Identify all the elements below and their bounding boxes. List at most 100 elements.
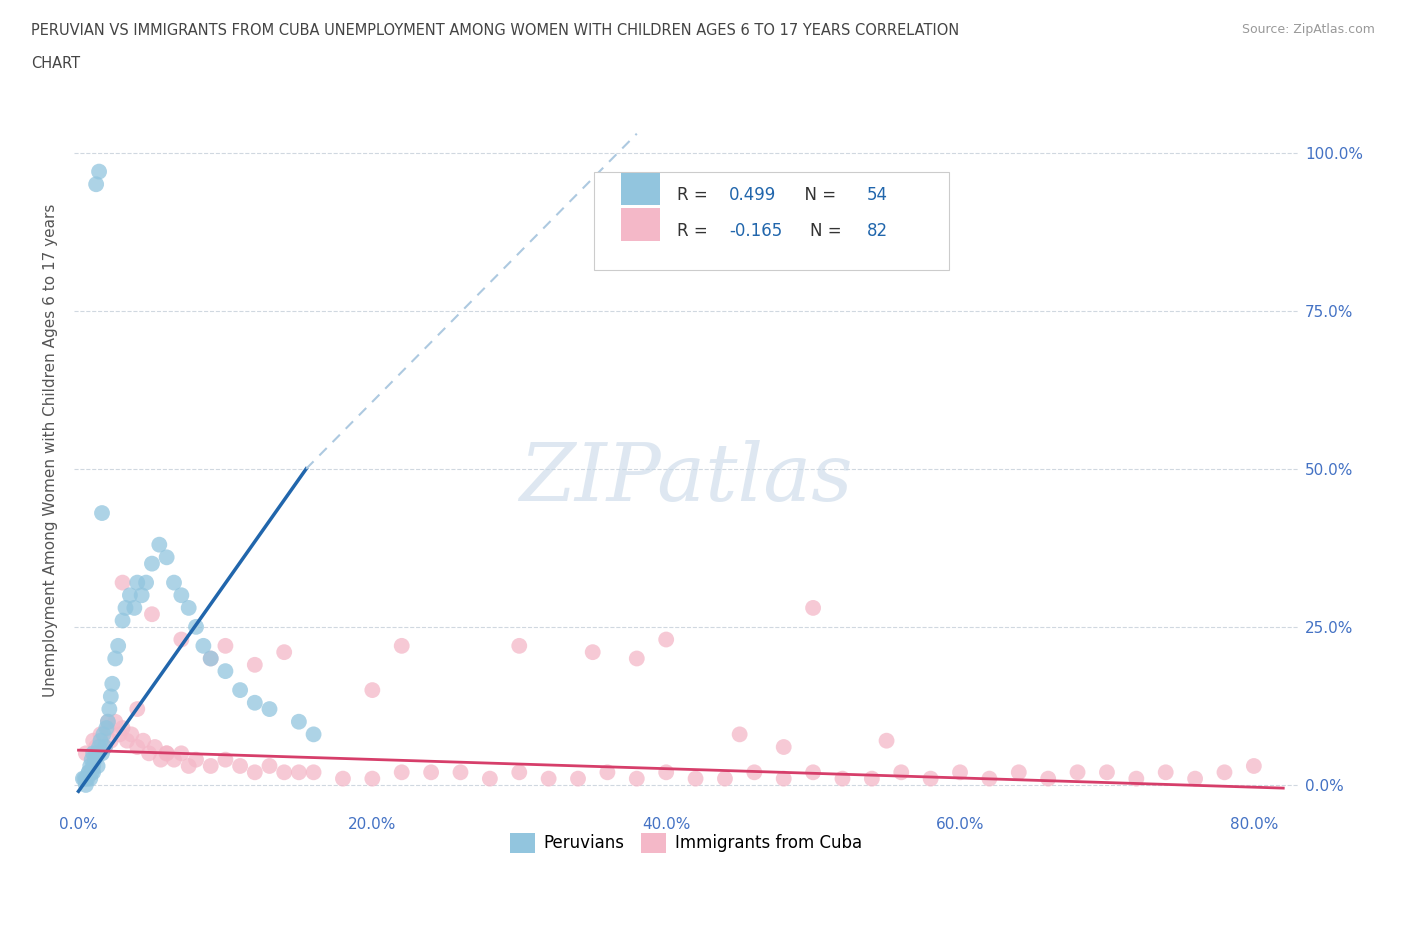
Point (243, 764, 266, 779)
Point (82, 764, 104, 779)
Point (243, 658, 266, 672)
Point (87, 739, 110, 754)
Point (79, 771, 101, 786)
Point (259, 701, 281, 716)
Point (626, 771, 648, 786)
Point (111, 721, 134, 736)
Point (132, 733, 155, 748)
Point (82, 733, 104, 748)
Point (332, 771, 354, 786)
Point (772, 771, 794, 786)
Text: R =: R = (678, 222, 713, 241)
Point (214, 638, 236, 653)
Point (200, 651, 222, 666)
Point (104, 714, 127, 729)
Point (143, 739, 166, 754)
Point (84, 177, 107, 192)
Point (138, 746, 160, 761)
Point (537, 771, 560, 786)
Point (229, 759, 252, 774)
Point (1066, 764, 1088, 779)
Point (127, 701, 149, 716)
Text: R =: R = (678, 186, 713, 205)
Point (75, 746, 97, 761)
Point (728, 727, 751, 742)
Point (1213, 764, 1236, 779)
Point (90, 733, 112, 748)
Point (84, 746, 107, 761)
Point (83, 752, 105, 767)
Point (107, 638, 129, 653)
Point (100, 733, 122, 748)
Text: N =: N = (810, 222, 846, 241)
Text: ZIPatlas: ZIPatlas (519, 440, 853, 517)
Point (79, 759, 101, 774)
Point (876, 733, 898, 748)
Point (156, 550, 179, 565)
Point (596, 764, 619, 779)
Text: -0.165: -0.165 (728, 222, 782, 241)
Point (77, 764, 100, 779)
Point (73, 771, 96, 786)
Point (391, 638, 413, 653)
Point (1095, 764, 1118, 779)
Point (243, 696, 266, 711)
Point (86, 759, 108, 774)
Point (391, 764, 413, 779)
Point (478, 771, 501, 786)
Point (772, 739, 794, 754)
FancyBboxPatch shape (595, 172, 949, 270)
Point (156, 746, 179, 761)
Point (288, 714, 311, 729)
Point (273, 764, 295, 779)
Point (127, 575, 149, 590)
Point (508, 764, 530, 779)
Bar (621, 208, 661, 241)
Point (94, 739, 117, 754)
Point (82, 759, 104, 774)
Point (831, 771, 853, 786)
Point (890, 764, 912, 779)
Point (860, 771, 883, 786)
Point (72, 771, 94, 786)
Point (104, 651, 127, 666)
Point (288, 764, 311, 779)
Point (1008, 764, 1031, 779)
Point (77, 764, 100, 779)
Point (97, 714, 120, 729)
Point (100, 689, 122, 704)
Point (949, 764, 972, 779)
Point (93, 727, 115, 742)
Point (90, 727, 112, 742)
Text: N =: N = (794, 186, 841, 205)
Point (582, 644, 605, 659)
Point (177, 601, 200, 616)
Point (214, 752, 236, 767)
Point (259, 759, 281, 774)
Point (655, 764, 678, 779)
Text: 54: 54 (868, 186, 889, 205)
Point (920, 771, 942, 786)
Point (141, 606, 163, 621)
Point (685, 771, 707, 786)
Text: Source: ZipAtlas.com: Source: ZipAtlas.com (1241, 23, 1375, 36)
Point (97, 721, 120, 736)
Point (87, 165, 110, 179)
Point (82, 746, 104, 761)
Legend: Peruvians, Immigrants from Cuba: Peruvians, Immigrants from Cuba (503, 826, 869, 859)
Point (361, 683, 384, 698)
Point (141, 556, 163, 571)
Point (1184, 771, 1206, 786)
Point (744, 764, 766, 779)
Point (108, 727, 131, 742)
Point (214, 664, 236, 679)
Point (75, 771, 97, 786)
Point (118, 588, 141, 603)
Point (508, 638, 530, 653)
Point (170, 632, 193, 647)
Text: 82: 82 (868, 222, 889, 241)
Bar (621, 173, 661, 206)
Point (801, 764, 824, 779)
Point (655, 632, 678, 647)
Point (200, 651, 222, 666)
